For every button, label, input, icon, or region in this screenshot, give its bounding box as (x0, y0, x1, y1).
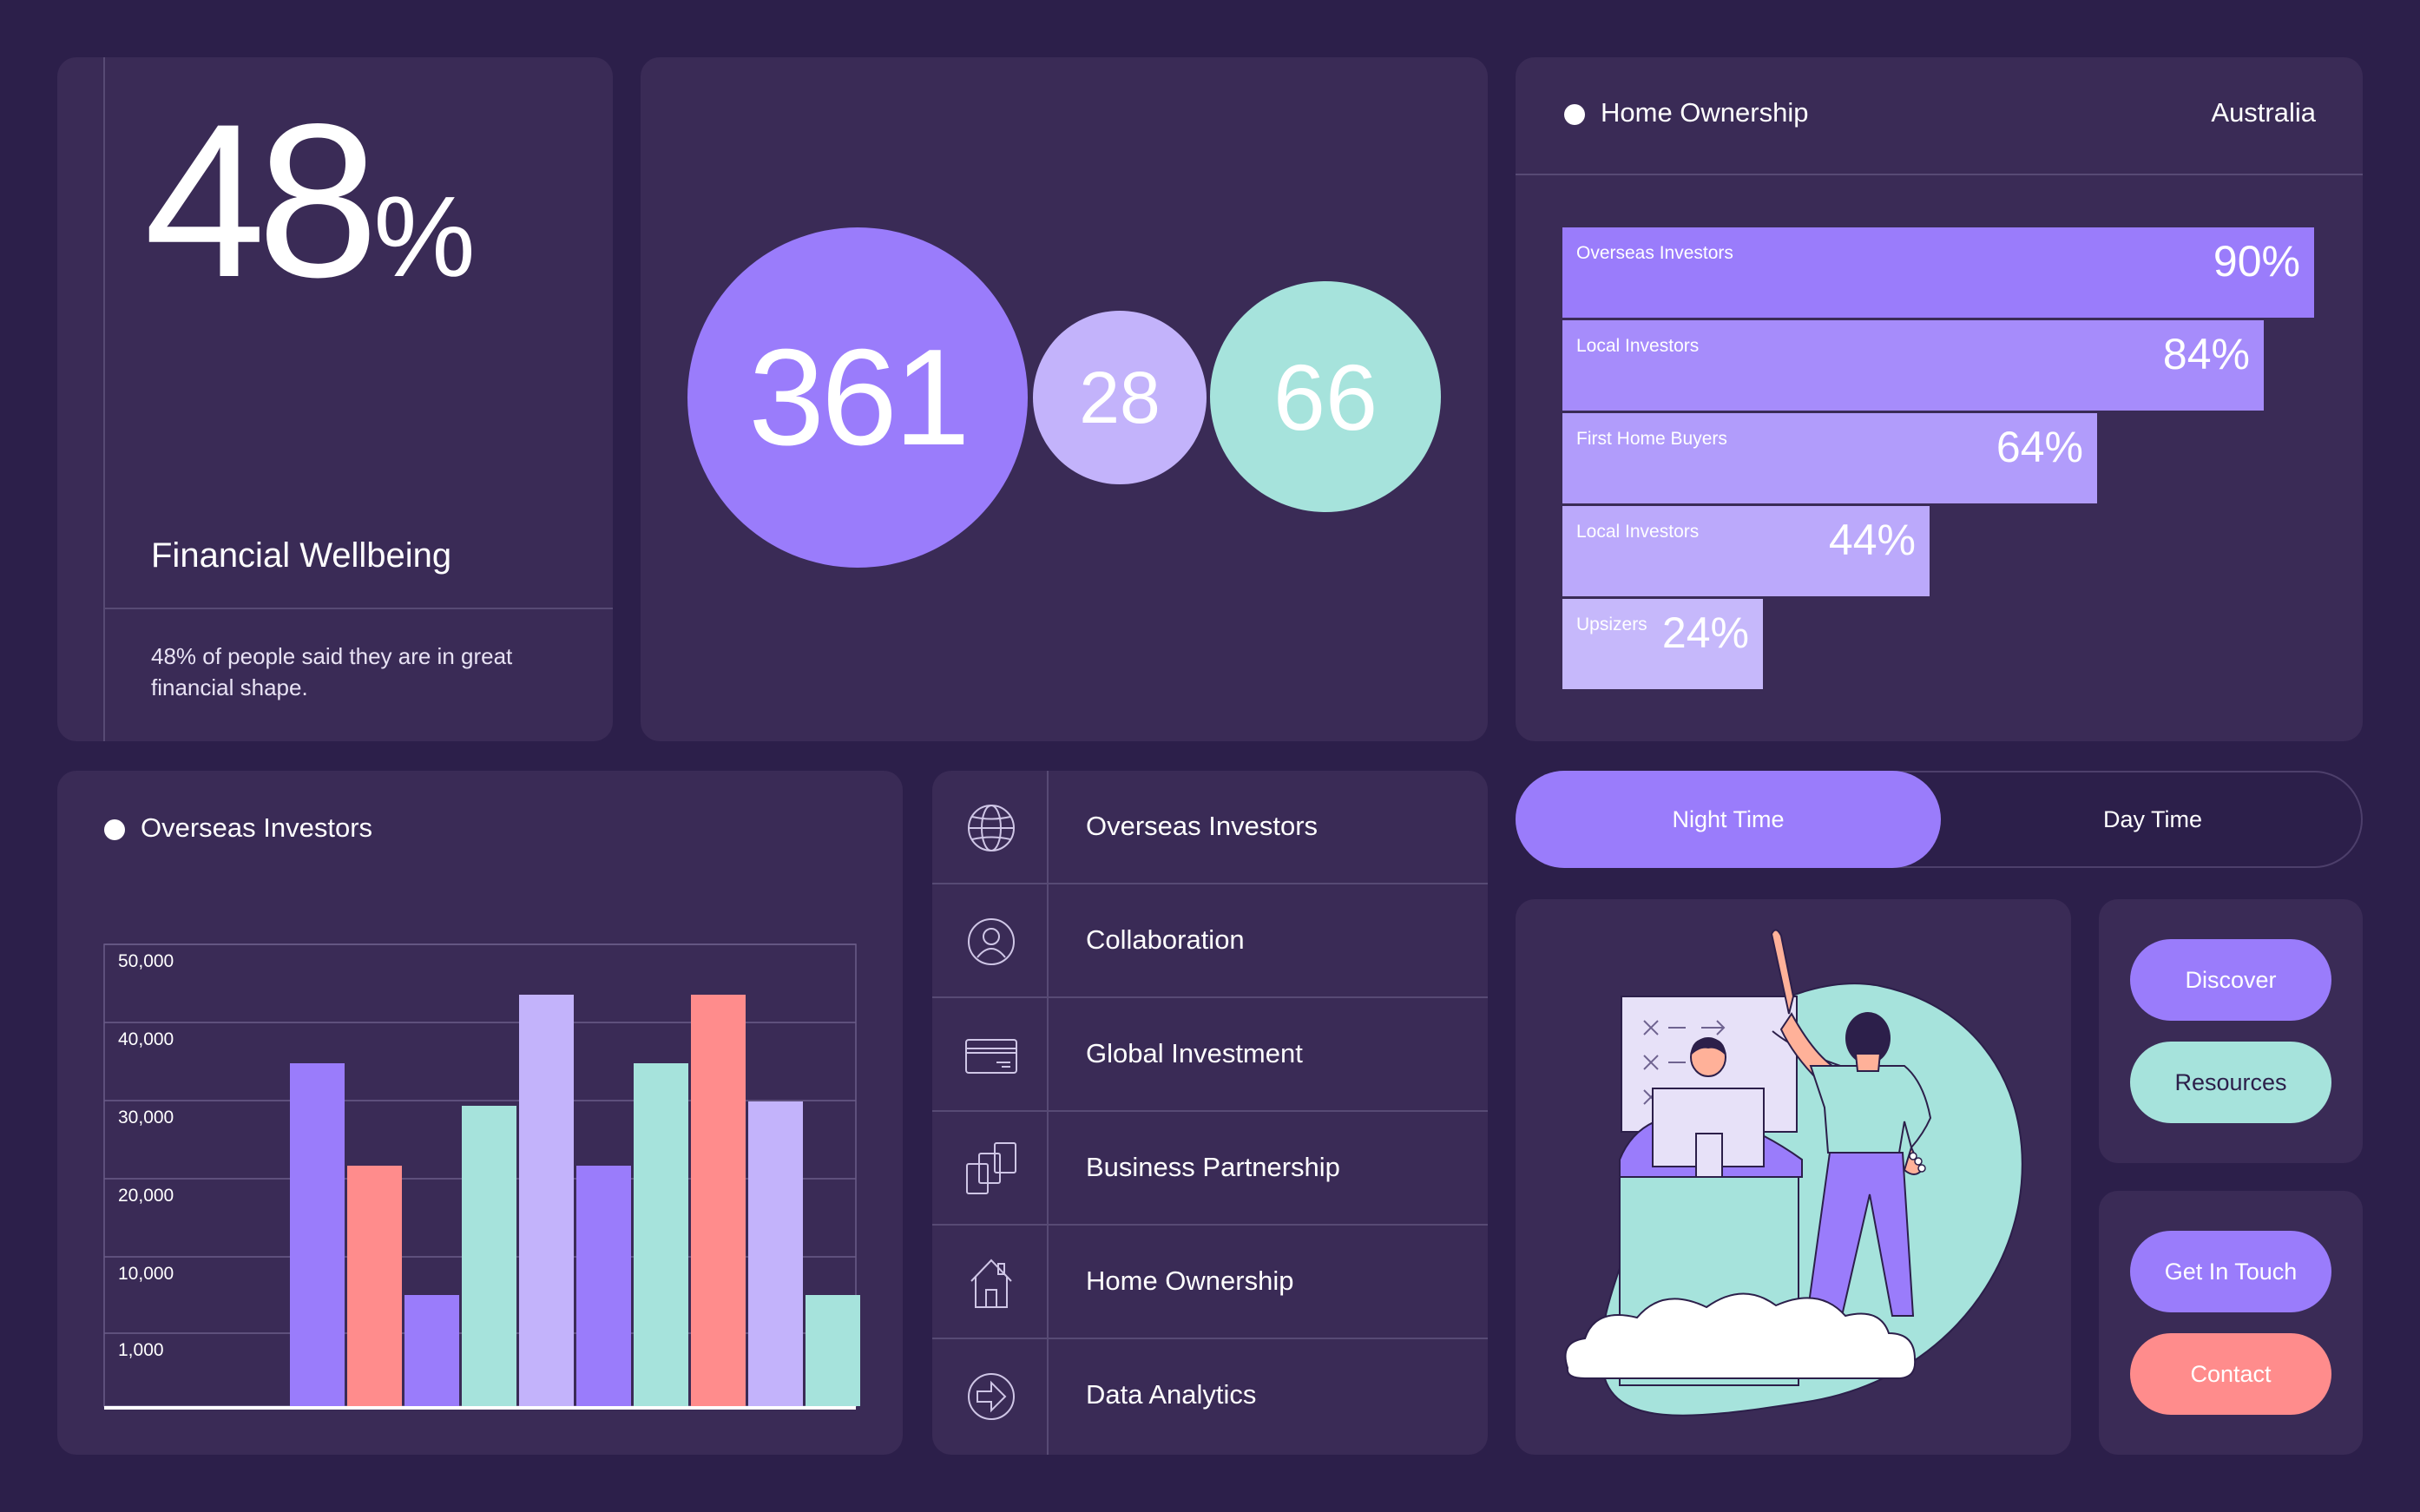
bar-label: Local Investors (1576, 336, 1700, 356)
people-at-computer-illustration (1564, 929, 2023, 1417)
y-tick-label: 30,000 (118, 1108, 174, 1127)
menu-item-global-investment[interactable]: Global Investment (932, 998, 1488, 1112)
chart-bar (576, 1166, 631, 1406)
bar-value: 64% (1996, 423, 2083, 471)
card-title: Home Ownership (1601, 97, 1809, 128)
divider (103, 57, 105, 741)
overseas-investors-chart-card: Overseas Investors 50,000 40,000 30,000 20,… (57, 771, 903, 1455)
menu-item-business-partnership[interactable]: Business Partnership (932, 1112, 1488, 1226)
menu-item-label: Collaboration (1086, 924, 1245, 955)
divider (932, 1338, 1488, 1339)
menu-item-label: Overseas Investors (1086, 811, 1319, 841)
features-menu: Overseas Investors Collaboration Global … (932, 771, 1488, 1455)
divider (932, 1224, 1488, 1226)
chart-bar (634, 1063, 688, 1406)
menu-item-label: Business Partnership (1086, 1152, 1340, 1182)
credit-card-icon (965, 1039, 1017, 1074)
contact-button[interactable]: Contact (2130, 1333, 2331, 1415)
stat-circle-medium: 66 (1210, 281, 1441, 512)
time-toggle: Night Time Day Time (1516, 771, 2363, 868)
divider (1047, 771, 1049, 1455)
chart-bar (748, 1101, 803, 1406)
night-time-tab[interactable]: Night Time (1516, 771, 1941, 868)
region-label: Australia (2211, 97, 2316, 128)
percent-sign: % (373, 173, 476, 300)
wellbeing-number: 48 (144, 79, 378, 323)
resources-button[interactable]: Resources (2130, 1042, 2331, 1123)
home-ownership-bar: First Home Buyers 64% (1562, 413, 2097, 503)
home-ownership-bar: Local Investors 84% (1562, 320, 2264, 411)
globe-icon (968, 805, 1015, 851)
menu-item-home-ownership[interactable]: Home Ownership (932, 1226, 1488, 1339)
y-tick-label: 40,000 (118, 1029, 174, 1049)
y-tick-label: 50,000 (118, 951, 174, 971)
card-description: 48% of people said they are in great fin… (151, 643, 513, 700)
chart-title: Overseas Investors (141, 812, 373, 843)
bar-chart: 50,000 40,000 30,000 20,000 10,000 1,000 (103, 943, 860, 1410)
home-ownership-bar: Overseas Investors 90% (1562, 227, 2314, 318)
stat-circle-small: 28 (1033, 311, 1207, 484)
bar-label: Upsizers (1576, 615, 1647, 634)
bullet-dot-icon (104, 819, 125, 840)
chart-bar (519, 995, 574, 1406)
home-ownership-bar: Local Investors 44% (1562, 506, 1930, 596)
bullet-dot-icon (1564, 104, 1585, 125)
bar-value: 44% (1828, 516, 1916, 564)
wellbeing-percentage: 48% (144, 92, 476, 311)
bar-label: Local Investors (1576, 522, 1700, 542)
bar-value: 24% (1661, 608, 1749, 657)
home-icon (970, 1259, 1012, 1308)
arrow-right-icon (968, 1373, 1015, 1420)
menu-item-label: Global Investment (1086, 1038, 1303, 1068)
chart-bar (462, 1106, 516, 1406)
partnership-icon (966, 1142, 1016, 1194)
illustration-card (1516, 899, 2071, 1455)
user-icon (968, 918, 1015, 965)
financial-wellbeing-card: 48% Financial Wellbeing 48% of people sa… (57, 57, 613, 741)
bar-value: 90% (2213, 237, 2300, 286)
chart-bar (691, 995, 746, 1406)
explore-buttons-card: Discover Resources (2099, 899, 2363, 1163)
divider (1516, 174, 2363, 175)
bar-label: First Home Buyers (1576, 429, 1727, 449)
menu-item-data-analytics[interactable]: Data Analytics (932, 1339, 1488, 1453)
get-in-touch-button[interactable]: Get In Touch (2130, 1231, 2331, 1312)
stats-circles-card: 361 28 66 (641, 57, 1488, 741)
menu-item-overseas-investors[interactable]: Overseas Investors (932, 771, 1488, 884)
discover-button[interactable]: Discover (2130, 939, 2331, 1021)
card-title: Financial Wellbeing (151, 536, 452, 575)
y-tick-label: 1,000 (118, 1340, 164, 1360)
chart-bar (347, 1166, 402, 1406)
contact-buttons-card: Get In Touch Contact (2099, 1191, 2363, 1455)
day-time-tab[interactable]: Day Time (2102, 805, 2203, 832)
divider (932, 883, 1488, 884)
bar-label: Overseas Investors (1576, 243, 1733, 263)
home-ownership-card: Home Ownership Australia Overseas Invest… (1516, 57, 2363, 741)
home-ownership-bar: Upsizers 24% (1562, 599, 1763, 689)
divider (932, 996, 1488, 998)
divider (932, 1110, 1488, 1112)
menu-item-label: Data Analytics (1086, 1379, 1257, 1410)
chart-bar (290, 1063, 345, 1406)
chart-bar (806, 1295, 860, 1406)
menu-item-collaboration[interactable]: Collaboration (932, 884, 1488, 998)
stat-circle-large: 361 (687, 227, 1028, 568)
bar-value: 84% (2162, 330, 2250, 378)
y-tick-label: 20,000 (118, 1186, 174, 1206)
chart-bar (404, 1295, 459, 1406)
menu-item-label: Home Ownership (1086, 1265, 1294, 1296)
y-tick-label: 10,000 (118, 1264, 174, 1284)
divider (103, 608, 613, 609)
